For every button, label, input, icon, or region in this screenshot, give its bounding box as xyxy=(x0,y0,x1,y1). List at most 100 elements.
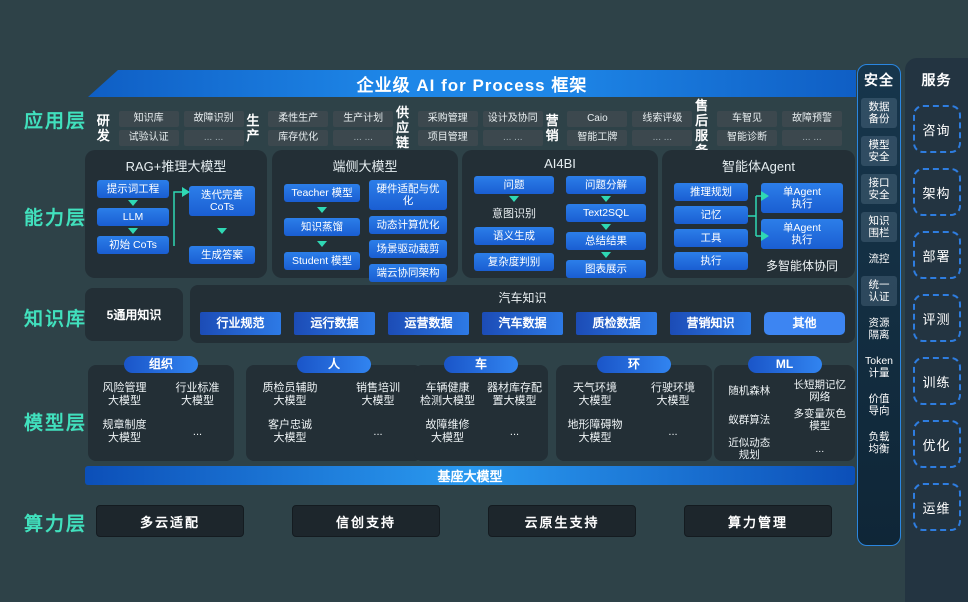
knowledge-tag: 行业规范 xyxy=(200,312,281,335)
panel-edge-model: 端侧大模型 Teacher 模型 知识蒸馏 Student 模型 硬件适配与优化… xyxy=(272,150,458,282)
security-item: 知识 围栏 xyxy=(861,212,897,242)
security-item: 统一 认证 xyxy=(861,276,897,306)
panel-title: AI4BI xyxy=(544,156,576,171)
step-text2sql: Text2SQL xyxy=(566,204,646,222)
arrow-down-icon xyxy=(601,252,611,258)
model-item: 销售培训 大模型 xyxy=(356,382,400,407)
model-group-pill: 组织 xyxy=(124,356,198,373)
app-item-more: ... ... xyxy=(183,130,244,147)
security-item: 接口 安全 xyxy=(861,174,897,204)
feature-hardware-adaptation: 硬件适配与优化 xyxy=(369,180,447,210)
step-llm: LLM xyxy=(97,208,169,226)
app-item: 智能诊断 xyxy=(716,130,777,147)
step-question: 问题 xyxy=(474,176,554,194)
model-item: 行驶环境 大模型 xyxy=(651,382,695,407)
step-question-decompose: 问题分解 xyxy=(566,176,646,194)
app-group-items: 知识库 故障识别 试验认证 ... ... xyxy=(118,111,244,147)
model-item: 行业标准 大模型 xyxy=(175,382,220,407)
app-item-more: ... ... xyxy=(482,130,543,147)
model-group-vehicle: 车 车辆健康 检测大模型 器材库存配 置大模型 故障维修 大模型 ... xyxy=(414,356,548,461)
app-group-items: 车智见 故障预警 智能诊断 ... ... xyxy=(716,111,842,147)
feature-edge-cloud-arch: 端云协同架构 xyxy=(369,264,447,282)
panel-title: RAG+推理大模型 xyxy=(125,159,227,174)
app-group-label: 生产 xyxy=(246,112,260,143)
app-group-label: 研发 xyxy=(96,112,110,143)
agent-component-execution: 执行 xyxy=(674,252,748,270)
arrow-down-icon xyxy=(217,228,227,234)
layer-label-model: 模型层 xyxy=(24,413,88,434)
step-student-model: Student 模型 xyxy=(284,252,360,270)
model-item: 蚁群算法 xyxy=(728,414,771,426)
general-knowledge-box: 5通用知识 xyxy=(85,288,183,341)
step-intent-recognition: 意图识别 xyxy=(492,208,536,220)
step-semantic-generation: 语义生成 xyxy=(474,227,554,245)
app-item: Caio xyxy=(567,111,628,128)
panel-ai4bi: AI4BI 问题 意图识别 语义生成 复杂度判别 问题分解 Text2SQL 总… xyxy=(462,150,658,278)
auto-knowledge-panel: 汽车知识 行业规范 运行数据 运营数据 汽车数据 质检数据 营销知识 其他 xyxy=(190,285,855,343)
app-item: 项目管理 xyxy=(417,130,478,147)
service-column: 服务 咨询 架构 部署 评测 训练 优化 运维 xyxy=(905,58,968,602)
model-item-more: ... xyxy=(668,425,678,438)
app-item: 试验认证 xyxy=(118,130,179,147)
security-title: 安全 xyxy=(864,72,894,88)
application-layer: 研发 知识库 故障识别 试验认证 ... ... 生产 柔性生产 生产计划 库存… xyxy=(94,98,842,159)
step-prompt-engineering: 提示词工程 xyxy=(97,180,169,198)
service-title: 服务 xyxy=(921,72,952,88)
arrow-down-icon xyxy=(601,224,611,230)
app-item: 智能工牌 xyxy=(567,130,628,147)
model-group-pill: 车 xyxy=(444,356,518,373)
step-generate-answer: 生成答案 xyxy=(189,246,255,264)
step-complexity-judgement: 复杂度判别 xyxy=(474,253,554,271)
model-item: 风险管理 大模型 xyxy=(102,382,147,407)
feature-scenario-pruning: 场景驱动裁剪 xyxy=(369,240,447,258)
framework-banner: 企业级 AI for Process 框架 xyxy=(88,70,856,97)
compute-management: 算力管理 xyxy=(684,505,832,537)
knowledge-tag: 运行数据 xyxy=(294,312,375,335)
base-model-bar: 基座大模型 xyxy=(85,466,855,485)
model-group-organization: 组织 风险管理 大模型 行业标准 大模型 规章制度 大模型 ... xyxy=(88,356,234,461)
app-item: 柔性生产 xyxy=(268,111,329,128)
service-item: 优化 xyxy=(912,420,961,468)
app-item-more: ... ... xyxy=(781,130,842,147)
app-group-after-sales: 售后 服务 车智见 故障预警 智能诊断 ... ... xyxy=(692,98,842,159)
service-item: 咨询 xyxy=(912,105,961,153)
step-teacher-model: Teacher 模型 xyxy=(284,184,360,202)
service-item: 评测 xyxy=(912,294,961,342)
model-group-pill: 人 xyxy=(297,356,371,373)
model-item: 车辆健康 检测大模型 xyxy=(420,382,475,407)
model-group-pill: 环 xyxy=(597,356,671,373)
single-agent-exec: 单Agent 执行 xyxy=(761,183,843,213)
app-item: 知识库 xyxy=(118,111,179,128)
model-item: 多变量灰色 模型 xyxy=(793,408,847,432)
security-column: 安全 数据 备份 模型 安全 接口 安全 知识 围栏 流控 统一 认证 资源 隔… xyxy=(857,64,901,546)
app-group-items: 柔性生产 生产计划 库存优化 ... ... xyxy=(268,111,394,147)
single-agent-exec: 单Agent 执行 xyxy=(761,219,843,249)
arrow-down-icon xyxy=(601,196,611,202)
security-item: 模型 安全 xyxy=(861,136,897,166)
app-item: 采购管理 xyxy=(417,111,478,128)
model-item: 近似动态 规划 xyxy=(728,437,771,461)
compute-multicloud: 多云适配 xyxy=(96,505,244,537)
app-item: 线索评级 xyxy=(632,111,693,128)
flow-connector xyxy=(748,191,769,241)
step-chart-display: 图表展示 xyxy=(566,260,646,278)
arrow-down-icon xyxy=(128,228,138,234)
app-item-more: ... ... xyxy=(632,130,693,147)
panel-title: 端侧大模型 xyxy=(332,159,398,174)
panel-rag-reasoning-model: RAG+推理大模型 提示词工程 LLM 初始 CoTs 迭代完善CoTs 生成答… xyxy=(85,150,267,278)
model-item: 客户忠诚 大模型 xyxy=(268,419,312,444)
model-item-more: ... xyxy=(192,425,203,438)
app-group-items: Caio 线索评级 智能工牌 ... ... xyxy=(567,111,693,147)
layer-label-knowledge: 知识库 xyxy=(24,309,88,330)
app-item: 生产计划 xyxy=(333,111,394,128)
layer-label-capability: 能力层 xyxy=(24,208,88,229)
service-item: 部署 xyxy=(912,231,961,279)
app-item: 故障识别 xyxy=(183,111,244,128)
step-summarize-results: 总结结果 xyxy=(566,232,646,250)
step-iterate-cots: 迭代完善CoTs xyxy=(189,186,255,216)
compute-layer: 多云适配 信创支持 云原生支持 算力管理 xyxy=(96,505,832,537)
model-group-environment: 环 天气环境 大模型 行驶环境 大模型 地形障碍物 大模型 ... xyxy=(556,356,712,461)
app-item: 故障预警 xyxy=(781,111,842,128)
auto-knowledge-title: 汽车知识 xyxy=(498,291,547,305)
